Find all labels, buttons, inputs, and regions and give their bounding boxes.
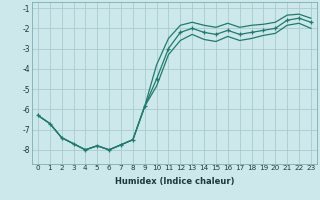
X-axis label: Humidex (Indice chaleur): Humidex (Indice chaleur): [115, 177, 234, 186]
